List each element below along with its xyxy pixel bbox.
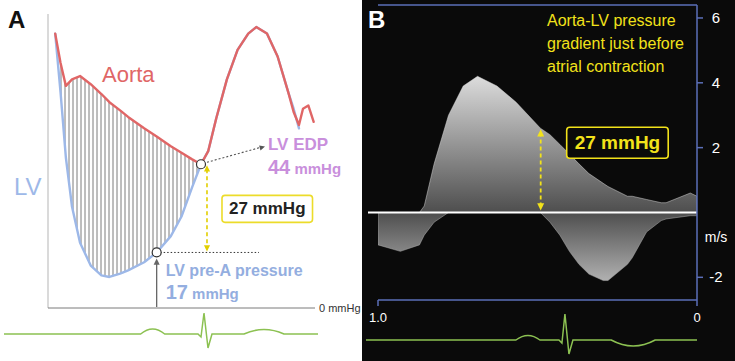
annotation-line: gradient just before — [547, 35, 688, 52]
gradient-arrow — [540, 134, 542, 206]
marker-label: LV pre-A pressure — [166, 262, 303, 279]
edp-leader-head — [259, 145, 265, 150]
y-tick — [697, 17, 703, 19]
marker-value-unit: mmHg — [188, 285, 239, 302]
y-tick-label: 6 — [712, 9, 720, 26]
pressure-point — [152, 248, 161, 257]
figure: A 0 mmHg Aorta LV 27 mmHg LV EDP 44 mmHg LV pre… — [0, 0, 735, 361]
ecg-trace — [366, 314, 697, 354]
x-tick-label: 0 — [693, 310, 700, 325]
zero-baseline — [368, 211, 697, 213]
doppler-envelope — [378, 76, 697, 212]
pre-a-arrowhead — [154, 258, 160, 264]
pre-a-level-line — [157, 252, 259, 253]
y-tick-label: 2 — [712, 139, 720, 156]
ecg-trace — [4, 313, 318, 348]
x-axis-line — [378, 299, 697, 301]
gradient-box — [222, 195, 313, 222]
panel-letter: A — [8, 6, 25, 33]
marker-value: 44 mmHg — [268, 156, 341, 178]
gradient-box — [567, 127, 669, 158]
gradient-arrowhead — [537, 203, 544, 210]
edp-leader — [207, 147, 262, 162]
marker-label: LV EDP — [268, 135, 328, 154]
marker-value-number: 17 — [166, 281, 188, 303]
x-tick — [377, 300, 379, 306]
top-frame — [378, 4, 697, 6]
panel-b-background — [362, 0, 735, 361]
pressure-point — [196, 160, 205, 169]
pre-a-arrow — [156, 262, 157, 307]
y-tick — [697, 82, 703, 84]
y-tick — [697, 277, 703, 279]
annotation-text: Aorta-LV pressure gradient just before a… — [547, 12, 688, 75]
panel-letter: B — [368, 6, 385, 33]
y-axis-line — [696, 5, 698, 300]
annotation-line: Aorta-LV pressure — [547, 12, 680, 29]
panel-b: -2 2 4 6 m/s 1.0 0 B 27 mmHg Aorta-LV pressure gr… — [362, 0, 735, 361]
y-axis-label: m/s — [705, 229, 728, 245]
plot-b — [378, 76, 697, 280]
x-tick — [696, 300, 698, 306]
gradient-label: 27 mmHg — [575, 132, 661, 153]
annotation-line: atrial contraction — [547, 58, 664, 75]
curve-label: Aorta — [102, 62, 155, 87]
curve-label: LV — [14, 173, 42, 200]
gradient-arrowhead — [537, 129, 544, 136]
marker-value-unit: mmHg — [290, 160, 341, 177]
y-axis-line — [48, 14, 49, 308]
gradient-arrow — [206, 169, 208, 247]
x-tick-label: 1.0 — [369, 310, 387, 325]
gradient-arrowhead — [204, 245, 210, 251]
marker-value-number: 44 — [268, 156, 291, 178]
gradient-label: 27 mmHg — [229, 199, 306, 218]
marker-value: 17 mmHg — [166, 281, 239, 303]
tick-label: 0 mmHg — [319, 302, 361, 314]
panel-a: A 0 mmHg Aorta LV 27 mmHg LV EDP 44 mmHg LV pre… — [4, 6, 361, 348]
pressure-curve — [55, 27, 299, 277]
baseline-tick — [48, 308, 315, 309]
y-tick — [697, 147, 703, 149]
doppler-envelope — [378, 212, 697, 280]
gradient-hatch — [55, 34, 201, 277]
y-tick-label: 4 — [712, 74, 720, 91]
y-tick-label: -2 — [709, 268, 722, 285]
